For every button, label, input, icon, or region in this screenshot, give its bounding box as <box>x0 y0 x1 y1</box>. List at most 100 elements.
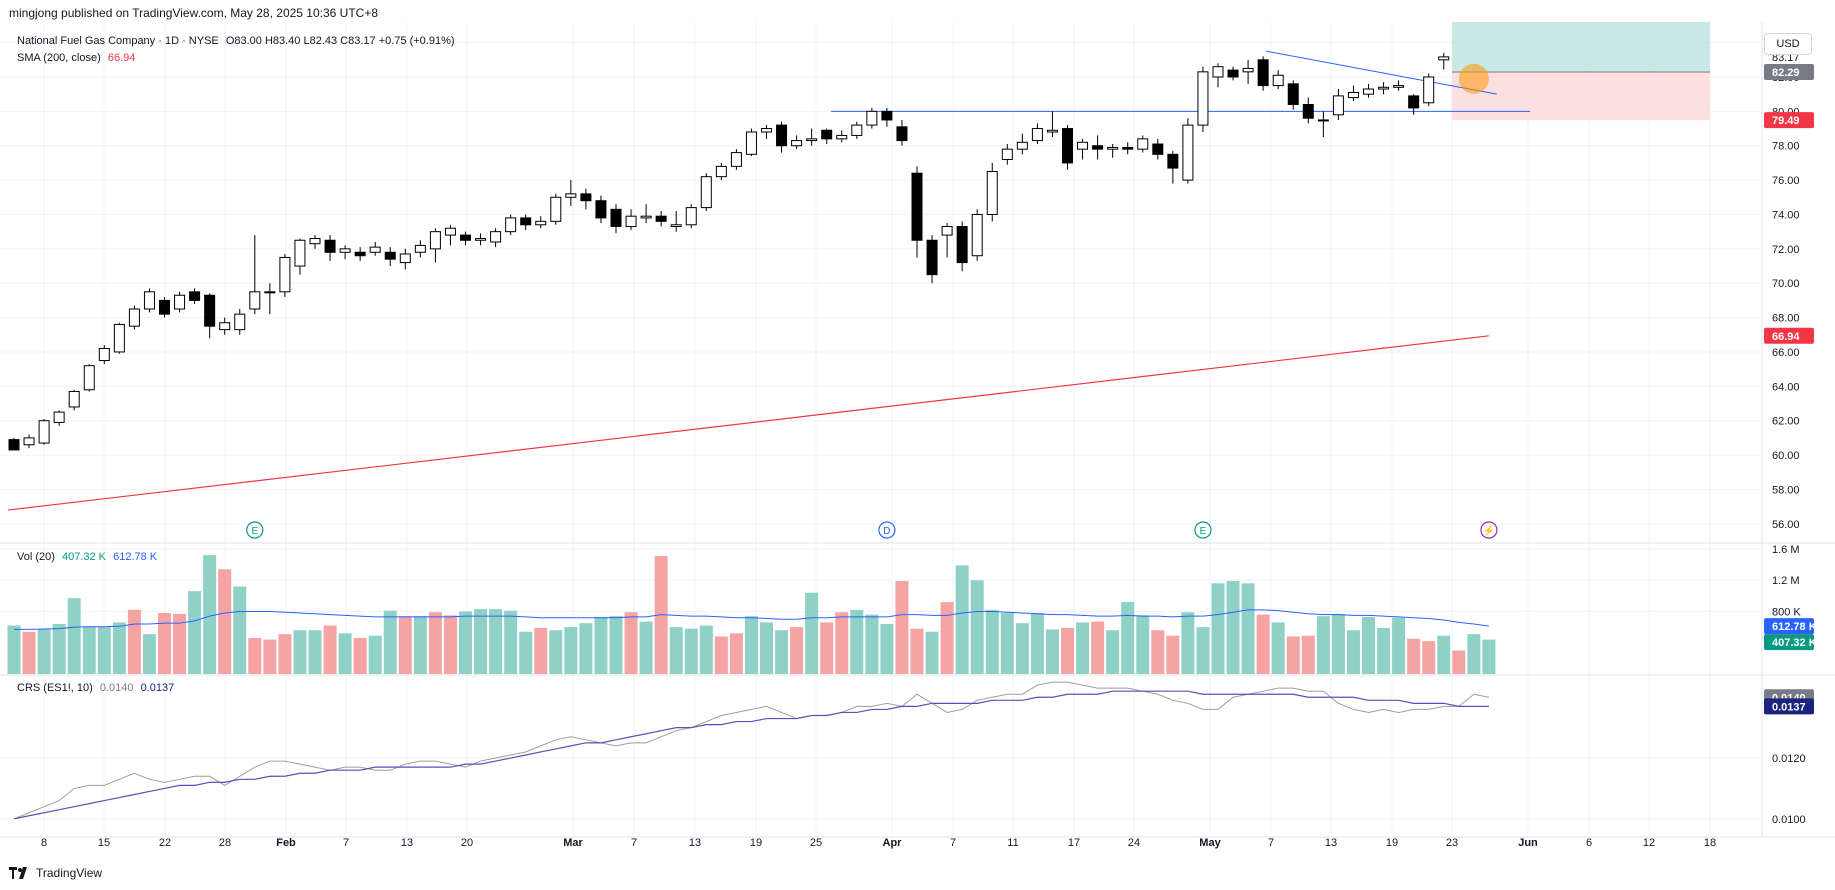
crs-axis-tick-label: 0.0100 <box>1772 814 1806 826</box>
price-axis-tick-label: 72.00 <box>1772 244 1800 256</box>
volume-axis-tick-label: 1.2 M <box>1772 575 1800 587</box>
volume-bar <box>985 609 999 674</box>
candle-up <box>475 238 487 241</box>
symbol-legend: National Fuel Gas Company · 1D · NYSE O8… <box>17 35 459 47</box>
candle-up <box>429 231 441 250</box>
volume-bar <box>549 630 563 674</box>
candle-down <box>580 193 592 202</box>
candle-up <box>83 365 95 391</box>
volume-bar <box>308 630 322 674</box>
price-axis-label-bg <box>1764 327 1814 344</box>
candle-down <box>1092 145 1104 150</box>
candle-up <box>700 176 712 209</box>
volume-bar <box>248 638 262 674</box>
price-axis-label-bg <box>1764 112 1814 129</box>
candle-up <box>369 246 381 253</box>
volume-bar <box>97 627 111 674</box>
volume-bar <box>158 613 171 674</box>
volume-bar <box>82 626 96 674</box>
volume-bar <box>1452 650 1466 674</box>
volume-bar <box>428 612 442 674</box>
candle-up <box>1242 67 1254 73</box>
candle-up <box>685 207 697 226</box>
price-axis-tick-label: 76.00 <box>1772 175 1800 187</box>
volume-axis-tick-label: 800 K <box>1772 606 1801 618</box>
volume-bar <box>714 636 728 674</box>
volume-bar <box>1407 638 1421 674</box>
crs-axis-tick-label: 0.0120 <box>1772 753 1806 765</box>
volume-bar <box>278 634 292 674</box>
volume-bar <box>775 630 789 674</box>
sma-label: SMA (200, close) <box>17 52 101 64</box>
volume-axis-tick-label: 1.6 M <box>1772 544 1800 556</box>
volume-bar <box>1256 614 1270 674</box>
candle-up <box>715 165 727 178</box>
time-axis-tick-label: 13 <box>689 837 701 849</box>
candle-up <box>761 128 772 133</box>
candle-down <box>384 251 396 260</box>
candle-up <box>1423 76 1435 104</box>
volume-bar <box>835 612 849 674</box>
candle-down <box>8 439 20 451</box>
candle-down <box>460 234 471 241</box>
volume-ma-value: 612.78 K <box>113 551 158 563</box>
currency-button[interactable]: USD <box>1764 33 1812 55</box>
candle-up <box>986 171 998 215</box>
volume-bar <box>579 623 593 674</box>
time-axis-tick-label: 7 <box>343 837 349 849</box>
volume-bar <box>218 569 232 674</box>
volume-bar <box>293 630 307 674</box>
volume-bar <box>850 609 864 674</box>
tradingview-logo[interactable]: TradingView <box>9 866 102 880</box>
candle-up <box>53 411 65 423</box>
crs-value: 0.0140 <box>99 682 134 694</box>
candle-down <box>595 200 607 219</box>
volume-bar <box>1181 612 1195 674</box>
sma-legend[interactable]: SMA (200, close) 66.94 <box>17 52 139 64</box>
candle-down <box>520 217 532 226</box>
candle-up <box>745 131 757 155</box>
candle-up <box>219 322 231 331</box>
event-marker-label: E <box>251 526 258 537</box>
volume-bar <box>1091 621 1105 674</box>
time-axis-tick-label: 28 <box>219 837 231 849</box>
volume-bar <box>1061 627 1074 674</box>
volume-bar <box>1392 617 1406 674</box>
price-axis-tick-label: 66.00 <box>1772 347 1800 359</box>
volume-axis-label-bg <box>1764 634 1814 651</box>
candle-down <box>655 215 667 222</box>
candle-up <box>1046 129 1058 133</box>
ohlc-values: O83.00 H83.40 L82.43 C83.17 +0.75 (+0.91… <box>225 35 455 47</box>
candle-down <box>1302 103 1314 119</box>
candle-up <box>1393 85 1405 88</box>
publisher-line: mingjong published on TradingView.com, M… <box>9 6 379 20</box>
volume-bar <box>173 613 187 674</box>
volume-bar <box>67 598 81 674</box>
candle-down <box>159 299 170 315</box>
tradingview-logo-text: TradingView <box>36 866 103 880</box>
candle-up <box>128 308 140 327</box>
target-zone <box>1452 22 1710 73</box>
candle-up <box>1001 148 1013 160</box>
volume-bar <box>1346 630 1360 674</box>
volume-bar <box>1151 630 1165 674</box>
volume-bar <box>323 625 337 674</box>
crs-ma-line <box>13 690 1489 820</box>
time-axis-tick-label: 13 <box>401 837 413 849</box>
volume-legend[interactable]: Vol (20) 407.32 K 612.78 K <box>17 551 161 563</box>
candle-down <box>1287 83 1299 105</box>
volume-bar <box>1106 630 1120 674</box>
candle-down <box>926 239 938 276</box>
volume-bar <box>353 638 367 674</box>
stop-zone <box>1452 72 1710 121</box>
candle-down <box>776 124 788 147</box>
descending-trendline <box>1266 50 1497 95</box>
volume-bar <box>790 627 804 674</box>
candle-down <box>204 294 216 327</box>
volume-bar <box>1286 636 1300 674</box>
volume-bar <box>805 592 819 674</box>
crs-legend[interactable]: CRS (ES1!, 10) 0.0140 0.0137 <box>17 682 178 694</box>
symbol-name[interactable]: National Fuel Gas Company · 1D · NYSE <box>17 35 219 47</box>
candle-up <box>264 291 276 294</box>
